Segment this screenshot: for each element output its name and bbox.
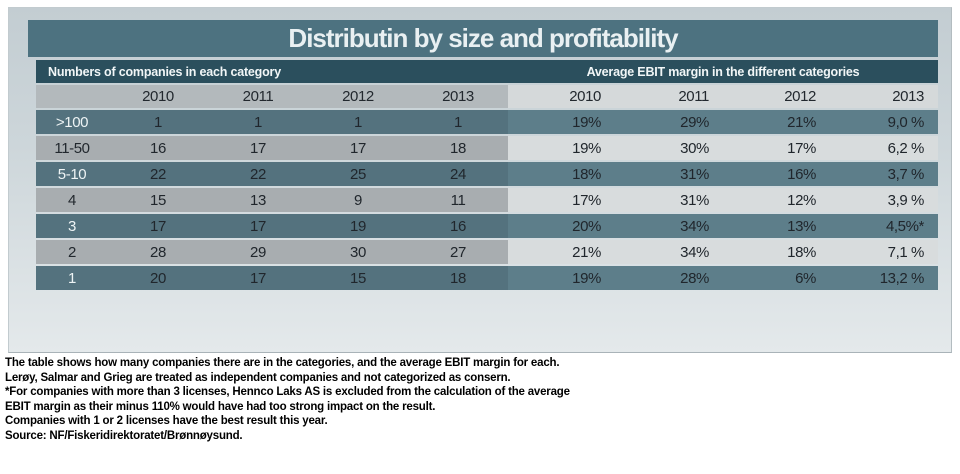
table-row: 3 17 17 19 16 20% 34% 13% 4,5%* bbox=[36, 214, 938, 238]
count-cell: 9 bbox=[308, 188, 408, 212]
count-cell: 30 bbox=[308, 240, 408, 264]
count-cell: 17 bbox=[308, 136, 408, 160]
margin-cell: 31% bbox=[615, 188, 723, 212]
count-cell: 1 bbox=[308, 110, 408, 134]
margin-cell: 16% bbox=[723, 162, 830, 186]
margin-cell: 3,9 % bbox=[830, 188, 938, 212]
year-header-row: 2010 2011 2012 2013 2010 2011 2012 2013 bbox=[36, 85, 938, 108]
count-cell: 11 bbox=[408, 188, 508, 212]
count-cell: 16 bbox=[108, 136, 208, 160]
table-panel: Distributin by size and profitability Nu… bbox=[8, 7, 952, 353]
year-header: 2010 bbox=[108, 85, 208, 108]
margin-cell: 21% bbox=[508, 240, 615, 264]
count-cell: 1 bbox=[208, 110, 308, 134]
count-cell: 29 bbox=[208, 240, 308, 264]
footnote-line source-line: Source: NF/Fiskeridirektoratet/Brønnøysu… bbox=[5, 429, 243, 442]
footnote-line: *For companies with more than 3 licenses… bbox=[5, 386, 570, 399]
margin-cell: 13% bbox=[723, 214, 830, 238]
margin-cell: 9,0 % bbox=[830, 110, 938, 134]
margin-cell: 6% bbox=[723, 266, 830, 290]
footnote-line: EBIT margin as their minus 110% would ha… bbox=[5, 400, 436, 413]
category-cell: >100 bbox=[36, 110, 108, 134]
table-row: >100 1 1 1 1 19% 29% 21% 9,0 % bbox=[36, 110, 938, 134]
category-cell: 1 bbox=[36, 266, 108, 290]
count-cell: 1 bbox=[408, 110, 508, 134]
count-cell: 17 bbox=[208, 214, 308, 238]
margin-cell: 4,5%* bbox=[830, 214, 938, 238]
count-cell: 1 bbox=[108, 110, 208, 134]
year-header: 2011 bbox=[208, 85, 308, 108]
category-cell: 2 bbox=[36, 240, 108, 264]
count-cell: 17 bbox=[208, 266, 308, 290]
year-header: 2013 bbox=[408, 85, 508, 108]
footnote-line: The table shows how many companies there… bbox=[5, 357, 560, 369]
chart-title-bar: Distributin by size and profitability bbox=[28, 20, 938, 57]
count-cell: 19 bbox=[308, 214, 408, 238]
margin-cell: 34% bbox=[615, 240, 723, 264]
corner-cell bbox=[36, 85, 108, 108]
margin-cell: 17% bbox=[508, 188, 615, 212]
chart-title: Distributin by size and profitability bbox=[288, 23, 678, 53]
margin-cell: 12% bbox=[723, 188, 830, 212]
margin-cell: 34% bbox=[615, 214, 723, 238]
category-cell: 3 bbox=[36, 214, 108, 238]
count-cell: 17 bbox=[108, 214, 208, 238]
year-header: 2010 bbox=[508, 85, 615, 108]
count-cell: 22 bbox=[208, 162, 308, 186]
margin-cell: 19% bbox=[508, 266, 615, 290]
margin-cell: 19% bbox=[508, 110, 615, 134]
count-cell: 16 bbox=[408, 214, 508, 238]
margin-cell: 3,7 % bbox=[830, 162, 938, 186]
count-cell: 25 bbox=[308, 162, 408, 186]
margin-cell: 29% bbox=[615, 110, 723, 134]
margin-cell: 18% bbox=[723, 240, 830, 264]
margin-cell: 31% bbox=[615, 162, 723, 186]
count-cell: 27 bbox=[408, 240, 508, 264]
margin-cell: 13,2 % bbox=[830, 266, 938, 290]
count-cell: 18 bbox=[408, 136, 508, 160]
count-cell: 18 bbox=[408, 266, 508, 290]
table-row: 5-10 22 22 25 24 18% 31% 16% 3,7 % bbox=[36, 162, 938, 186]
margin-cell: 18% bbox=[508, 162, 615, 186]
margin-cell: 20% bbox=[508, 214, 615, 238]
table-row: 11-50 16 17 17 18 19% 30% 17% 6,2 % bbox=[36, 136, 938, 160]
margin-cell: 7,1 % bbox=[830, 240, 938, 264]
count-cell: 15 bbox=[108, 188, 208, 212]
left-group-header: Numbers of companies in each category bbox=[48, 64, 281, 79]
count-cell: 17 bbox=[208, 136, 308, 160]
count-cell: 20 bbox=[108, 266, 208, 290]
margin-cell: 6,2 % bbox=[830, 136, 938, 160]
category-cell: 4 bbox=[36, 188, 108, 212]
footnotes: The table shows how many companies there… bbox=[5, 356, 955, 444]
year-header: 2013 bbox=[830, 85, 938, 108]
category-cell: 5-10 bbox=[36, 162, 108, 186]
count-cell: 28 bbox=[108, 240, 208, 264]
count-cell: 22 bbox=[108, 162, 208, 186]
table-row: 2 28 29 30 27 21% 34% 18% 7,1 % bbox=[36, 240, 938, 264]
count-cell: 24 bbox=[408, 162, 508, 186]
year-header: 2011 bbox=[615, 85, 723, 108]
margin-cell: 28% bbox=[615, 266, 723, 290]
footnote-line: Lerøy, Salmar and Grieg are treated as i… bbox=[5, 371, 511, 384]
table-row: 4 15 13 9 11 17% 31% 12% 3,9 % bbox=[36, 188, 938, 212]
category-cell: 11-50 bbox=[36, 136, 108, 160]
count-cell: 15 bbox=[308, 266, 408, 290]
footnote-line: Companies with 1 or 2 licenses have the … bbox=[5, 415, 328, 428]
margin-cell: 19% bbox=[508, 136, 615, 160]
year-header: 2012 bbox=[308, 85, 408, 108]
margin-cell: 21% bbox=[723, 110, 830, 134]
data-table: Numbers of companies in each category Av… bbox=[36, 60, 938, 292]
margin-cell: 30% bbox=[615, 136, 723, 160]
table-row: 1 20 17 15 18 19% 28% 6% 13,2 % bbox=[36, 266, 938, 290]
count-cell: 13 bbox=[208, 188, 308, 212]
year-header: 2012 bbox=[723, 85, 830, 108]
margin-cell: 17% bbox=[723, 136, 830, 160]
column-group-header: Numbers of companies in each category Av… bbox=[36, 60, 938, 83]
right-group-header: Average EBIT margin in the different cat… bbox=[586, 64, 860, 79]
